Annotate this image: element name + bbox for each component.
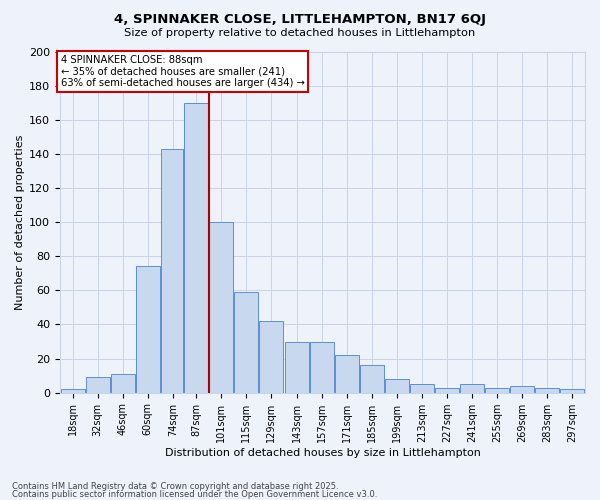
X-axis label: Distribution of detached houses by size in Littlehampton: Distribution of detached houses by size …	[164, 448, 481, 458]
Text: 4 SPINNAKER CLOSE: 88sqm
← 35% of detached houses are smaller (241)
63% of semi-: 4 SPINNAKER CLOSE: 88sqm ← 35% of detach…	[61, 55, 305, 88]
Bar	[560, 390, 584, 392]
Bar	[485, 388, 509, 392]
Bar	[61, 390, 85, 392]
Bar	[136, 266, 160, 392]
Bar	[209, 222, 233, 392]
Bar	[235, 292, 259, 392]
Bar	[259, 321, 283, 392]
Y-axis label: Number of detached properties: Number of detached properties	[15, 134, 25, 310]
Bar	[385, 379, 409, 392]
Bar	[184, 102, 208, 393]
Bar	[510, 386, 534, 392]
Bar	[111, 374, 135, 392]
Bar	[435, 388, 459, 392]
Bar	[460, 384, 484, 392]
Bar	[310, 342, 334, 392]
Bar	[284, 342, 308, 392]
Bar	[335, 355, 359, 393]
Bar	[535, 388, 559, 392]
Text: Contains public sector information licensed under the Open Government Licence v3: Contains public sector information licen…	[12, 490, 377, 499]
Bar	[161, 148, 183, 392]
Text: Contains HM Land Registry data © Crown copyright and database right 2025.: Contains HM Land Registry data © Crown c…	[12, 482, 338, 491]
Text: Size of property relative to detached houses in Littlehampton: Size of property relative to detached ho…	[124, 28, 476, 38]
Text: 4, SPINNAKER CLOSE, LITTLEHAMPTON, BN17 6QJ: 4, SPINNAKER CLOSE, LITTLEHAMPTON, BN17 …	[114, 12, 486, 26]
Bar	[410, 384, 434, 392]
Bar	[86, 378, 110, 392]
Bar	[360, 366, 384, 392]
